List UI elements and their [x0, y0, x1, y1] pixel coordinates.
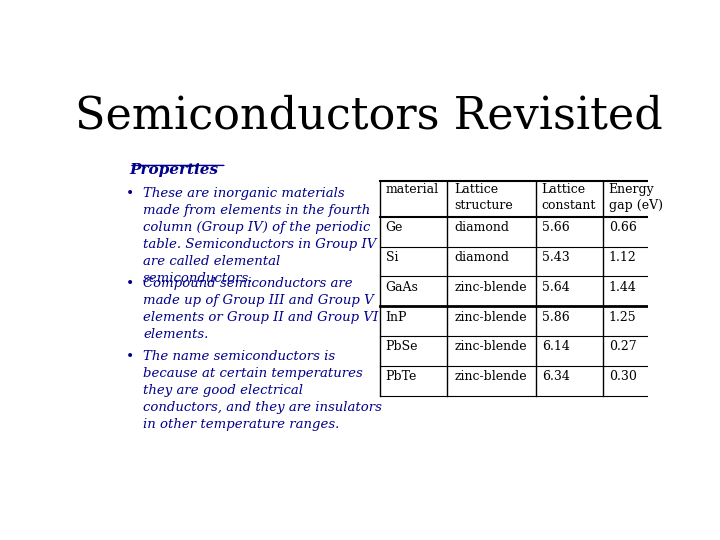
Text: 5.66: 5.66 [541, 221, 570, 234]
Text: Properties: Properties [129, 163, 218, 177]
Text: 0.27: 0.27 [608, 341, 636, 354]
Text: material: material [385, 183, 438, 197]
Text: 6.14: 6.14 [541, 341, 570, 354]
Text: GaAs: GaAs [385, 281, 418, 294]
Text: Lattice
constant: Lattice constant [541, 183, 596, 212]
Text: 5.86: 5.86 [541, 310, 570, 323]
Text: diamond: diamond [454, 251, 509, 264]
Text: PbTe: PbTe [385, 370, 417, 383]
Text: zinc-blende: zinc-blende [454, 370, 527, 383]
Text: Semiconductors Revisited: Semiconductors Revisited [75, 94, 663, 137]
Text: The name semiconductors is
because at certain temperatures
they are good electri: The name semiconductors is because at ce… [143, 349, 382, 430]
Text: 1.44: 1.44 [608, 281, 636, 294]
Text: 5.64: 5.64 [541, 281, 570, 294]
Text: 6.34: 6.34 [541, 370, 570, 383]
Text: InP: InP [385, 310, 407, 323]
Text: •: • [126, 349, 135, 363]
Text: Ge: Ge [385, 221, 403, 234]
Text: diamond: diamond [454, 221, 509, 234]
Text: 5.43: 5.43 [541, 251, 570, 264]
Text: zinc-blende: zinc-blende [454, 281, 527, 294]
Text: Compound semiconductors are
made up of Group III and Group V
elements or Group I: Compound semiconductors are made up of G… [143, 277, 378, 341]
Text: zinc-blende: zinc-blende [454, 341, 527, 354]
Text: 1.25: 1.25 [608, 310, 636, 323]
Text: •: • [126, 277, 135, 291]
Text: 0.30: 0.30 [608, 370, 636, 383]
Text: Energy
gap (eV): Energy gap (eV) [608, 183, 662, 212]
Text: 1.12: 1.12 [608, 251, 636, 264]
Text: These are inorganic materials
made from elements in the fourth
column (Group IV): These are inorganic materials made from … [143, 187, 377, 286]
Text: Si: Si [385, 251, 398, 264]
Text: PbSe: PbSe [385, 341, 418, 354]
Text: Lattice
structure: Lattice structure [454, 183, 513, 212]
Text: zinc-blende: zinc-blende [454, 310, 527, 323]
Text: 0.66: 0.66 [608, 221, 636, 234]
Text: •: • [126, 187, 135, 201]
